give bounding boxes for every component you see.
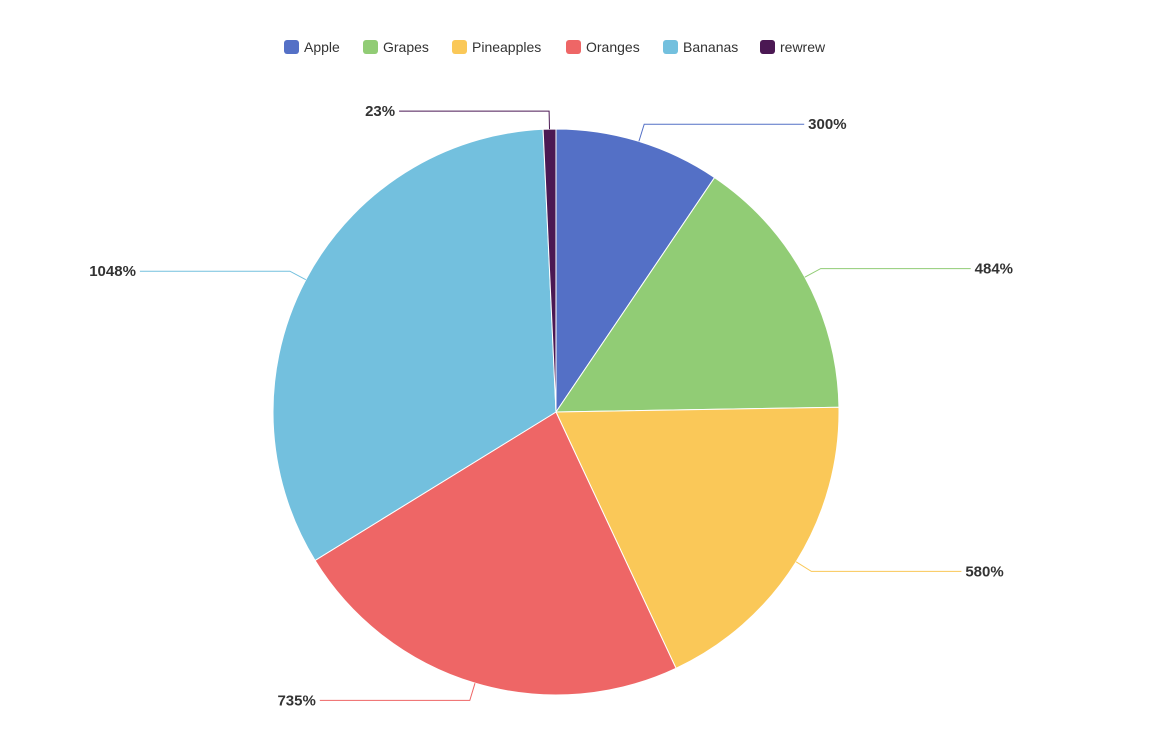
legend-item-oranges[interactable]: Oranges <box>566 39 640 55</box>
legend-swatch <box>284 40 299 54</box>
legend-swatch <box>363 40 378 54</box>
legend-item-grapes[interactable]: Grapes <box>363 39 429 55</box>
slice-label-pineapples: 580% <box>965 563 1003 580</box>
pie-slices <box>272 128 840 696</box>
slice-labels: 300% 484% 580% 735% 1048% 23% <box>89 103 1013 709</box>
pie-slice-bananas[interactable] <box>272 128 557 562</box>
legend-swatch <box>452 40 467 54</box>
legend-label: Bananas <box>683 39 738 55</box>
legend: Apple Grapes Pineapples Oranges Bananas rewre… <box>284 39 826 55</box>
legend-swatch <box>760 40 775 54</box>
label-line-pineapples <box>795 561 962 572</box>
slice-label-bananas: 1048% <box>89 263 136 280</box>
legend-item-apple[interactable]: Apple <box>284 39 340 55</box>
legend-swatch <box>663 40 678 54</box>
legend-swatch <box>566 40 581 54</box>
label-line-bananas <box>139 270 307 281</box>
pie-slice-apple[interactable] <box>555 128 716 414</box>
legend-label: rewrew <box>780 39 826 55</box>
pie-slice-oranges[interactable] <box>314 411 677 696</box>
label-line-grapes <box>804 268 971 278</box>
slice-label-rewrew: 23% <box>365 103 395 120</box>
legend-item-bananas[interactable]: Bananas <box>663 39 738 55</box>
slice-label-grapes: 484% <box>975 261 1013 278</box>
slice-label-apple: 300% <box>808 116 846 133</box>
legend-label: Pineapples <box>472 39 541 55</box>
slice-label-oranges: 735% <box>277 692 315 709</box>
legend-label: Apple <box>304 39 340 55</box>
label-line-oranges <box>319 683 476 701</box>
label-line-rewrew <box>399 110 550 130</box>
legend-item-rewrew[interactable]: rewrew <box>760 39 826 55</box>
legend-label: Grapes <box>383 39 429 55</box>
legend-label: Oranges <box>586 39 640 55</box>
label-line-apple <box>638 123 805 142</box>
legend-item-pineapples[interactable]: Pineapples <box>452 39 541 55</box>
